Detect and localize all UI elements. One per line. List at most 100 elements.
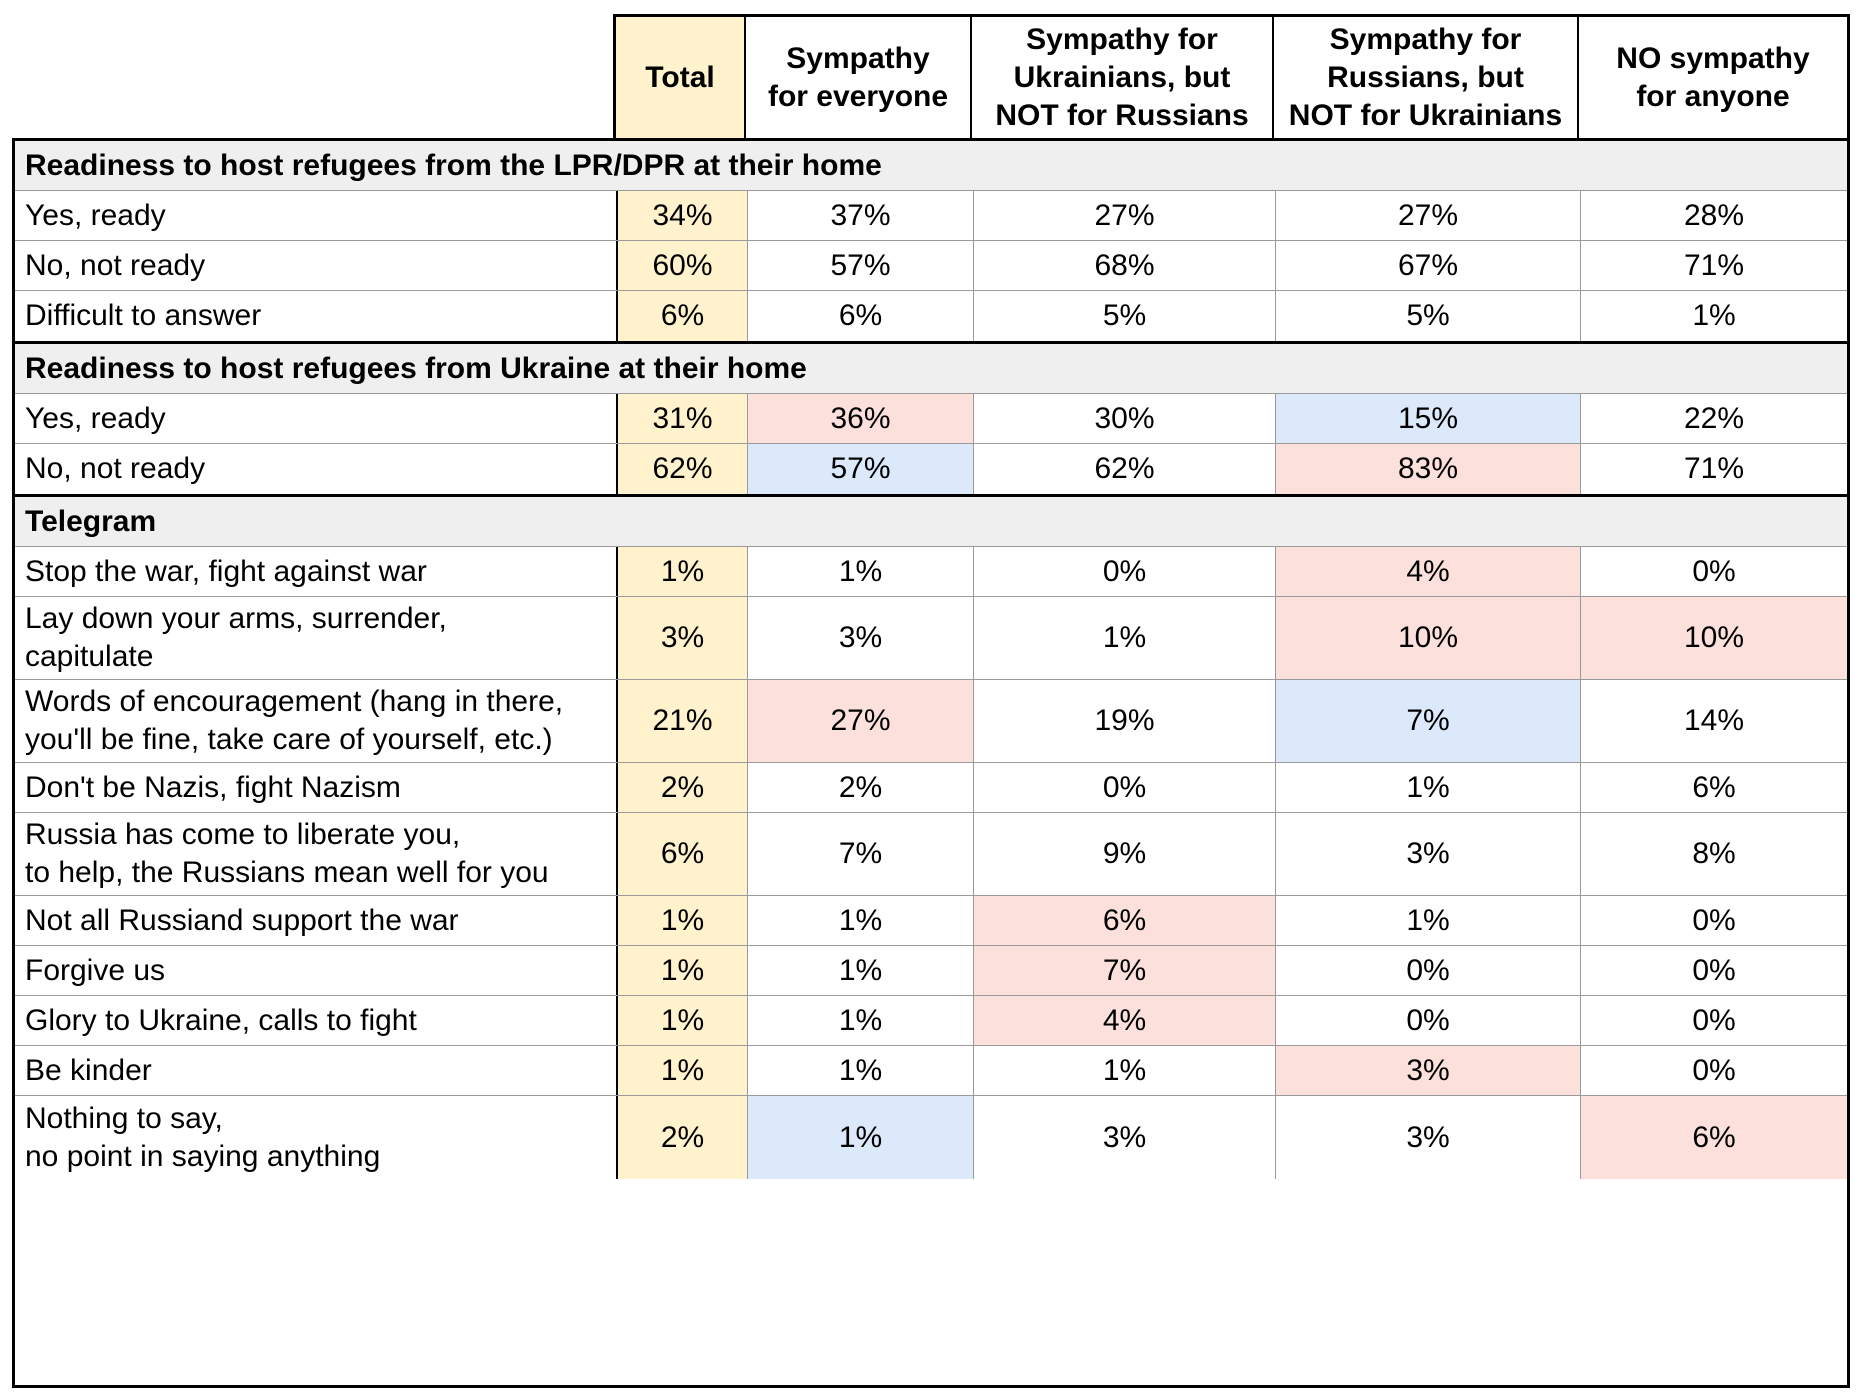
value-cell: 27% (973, 191, 1275, 240)
row-label: Words of encouragement (hang in there, y… (25, 685, 564, 756)
value-cell: 1% (747, 896, 973, 945)
table-row: Yes, ready 31% 36% 30% 15% 22% (15, 394, 1847, 444)
row-label: Russia has come to liberate you, to help… (25, 818, 549, 889)
table-row: Lay down your arms, surrender, capitulat… (15, 597, 1847, 680)
total-cell: 2% (616, 1096, 747, 1179)
value-cell: 9% (973, 813, 1275, 895)
value-cell: 2% (747, 763, 973, 812)
total-cell: 2% (616, 763, 747, 812)
value-cell: 0% (1275, 996, 1580, 1045)
total-cell: 1% (616, 996, 747, 1045)
value-cell: 0% (973, 763, 1275, 812)
row-label: Glory to Ukraine, calls to fight (25, 1003, 417, 1037)
column-header-total: Total (613, 14, 744, 138)
section-title: Readiness to host refugees from Ukraine … (25, 351, 807, 385)
table-row: No, not ready 62% 57% 62% 83% 71% (15, 444, 1847, 494)
value-cell: 6% (1580, 763, 1847, 812)
value-cell: 0% (1580, 896, 1847, 945)
value-cell: 8% (1580, 813, 1847, 895)
value-cell: 83% (1275, 444, 1580, 494)
value-cell: 5% (1275, 291, 1580, 341)
value-cell: 30% (973, 394, 1275, 443)
value-cell: 1% (1275, 763, 1580, 812)
table-row: Don't be Nazis, fight Nazism 2% 2% 0% 1% 6% (15, 763, 1847, 813)
value-cell: 6% (747, 291, 973, 341)
value-cell: 36% (747, 394, 973, 443)
value-cell: 3% (973, 1096, 1275, 1179)
table-row: Not all Russiand support the war 1% 1% 6% 1%… (15, 896, 1847, 946)
total-cell: 1% (616, 547, 747, 596)
value-cell: 1% (973, 1046, 1275, 1095)
row-label: Difficult to answer (25, 299, 262, 332)
value-cell: 57% (747, 444, 973, 494)
value-cell: 1% (747, 1046, 973, 1095)
table-row: No, not ready 60% 57% 68% 67% 71% (15, 241, 1847, 291)
value-cell: 3% (1275, 813, 1580, 895)
row-label: Don't be Nazis, fight Nazism (25, 770, 401, 804)
value-cell: 3% (1275, 1046, 1580, 1095)
value-cell: 0% (1275, 946, 1580, 995)
section-header: Telegram (15, 494, 1847, 547)
column-header-no-sympathy: NO sympathy for anyone (1577, 14, 1850, 138)
column-header-sympathy-ukrainians: Sympathy for Ukrainians, but NOT for Rus… (970, 14, 1272, 138)
value-cell: 1% (747, 996, 973, 1045)
value-cell: 57% (747, 241, 973, 290)
value-cell: 10% (1580, 597, 1847, 679)
value-cell: 10% (1275, 597, 1580, 679)
row-label: Yes, ready (25, 401, 166, 435)
value-cell: 4% (1275, 547, 1580, 596)
section-title: Readiness to host refugees from the LPR/… (25, 148, 882, 182)
table-row: Glory to Ukraine, calls to fight 1% 1% 4% 0%… (15, 996, 1847, 1046)
total-cell: 6% (616, 291, 747, 341)
total-cell: 1% (616, 1046, 747, 1095)
row-label: Stop the war, fight against war (25, 554, 427, 588)
value-cell: 22% (1580, 394, 1847, 443)
total-cell: 31% (616, 394, 747, 443)
row-label: No, not ready (25, 248, 206, 282)
total-cell: 3% (616, 597, 747, 679)
row-label: Nothing to say, no point in saying anyth… (25, 1101, 381, 1173)
value-cell: 27% (1275, 191, 1580, 240)
table-row: Difficult to answer 6% 6% 5% 5% 1% (15, 291, 1847, 341)
value-cell: 6% (1580, 1096, 1847, 1179)
row-label: Forgive us (25, 953, 166, 987)
value-cell: 27% (747, 680, 973, 762)
table-row: Russia has come to liberate you, to help… (15, 813, 1847, 896)
value-cell: 14% (1580, 680, 1847, 762)
value-cell: 28% (1580, 191, 1847, 240)
total-cell: 62% (616, 444, 747, 494)
row-label: Be kinder (25, 1053, 152, 1087)
value-cell: 15% (1275, 394, 1580, 443)
value-cell: 1% (747, 946, 973, 995)
value-cell: 68% (973, 241, 1275, 290)
table-row: Nothing to say, no point in saying anyth… (15, 1096, 1847, 1179)
row-label: Yes, ready (25, 198, 166, 232)
value-cell: 71% (1580, 444, 1847, 494)
total-cell: 6% (616, 813, 747, 895)
value-cell: 4% (973, 996, 1275, 1045)
total-cell: 60% (616, 241, 747, 290)
table-body: Readiness to host refugees from the LPR/… (12, 138, 1850, 1388)
column-header-sympathy-russians: Sympathy for Russians, but NOT for Ukrai… (1272, 14, 1577, 138)
row-label: No, not ready (25, 452, 206, 485)
section-header: Readiness to host refugees from Ukraine … (15, 341, 1847, 394)
table-row: Yes, ready 34% 37% 27% 27% 28% (15, 191, 1847, 241)
value-cell: 1% (1275, 896, 1580, 945)
row-label: Lay down your arms, surrender, capitulat… (25, 602, 447, 673)
value-cell: 1% (973, 597, 1275, 679)
value-cell: 37% (747, 191, 973, 240)
value-cell: 7% (747, 813, 973, 895)
value-cell: 5% (973, 291, 1275, 341)
value-cell: 7% (973, 946, 1275, 995)
value-cell: 0% (973, 547, 1275, 596)
value-cell: 7% (1275, 680, 1580, 762)
value-cell: 3% (747, 597, 973, 679)
table-row: Forgive us 1% 1% 7% 0% 0% (15, 946, 1847, 996)
column-header-sympathy-everyone: Sympathy for everyone (744, 14, 970, 138)
value-cell: 1% (747, 1096, 973, 1179)
table-row: Be kinder 1% 1% 1% 3% 0% (15, 1046, 1847, 1096)
total-cell: 1% (616, 946, 747, 995)
section-title: Telegram (25, 504, 157, 538)
value-cell: 0% (1580, 1046, 1847, 1095)
table-row: Stop the war, fight against war 1% 1% 0% 4% 0… (15, 547, 1847, 597)
